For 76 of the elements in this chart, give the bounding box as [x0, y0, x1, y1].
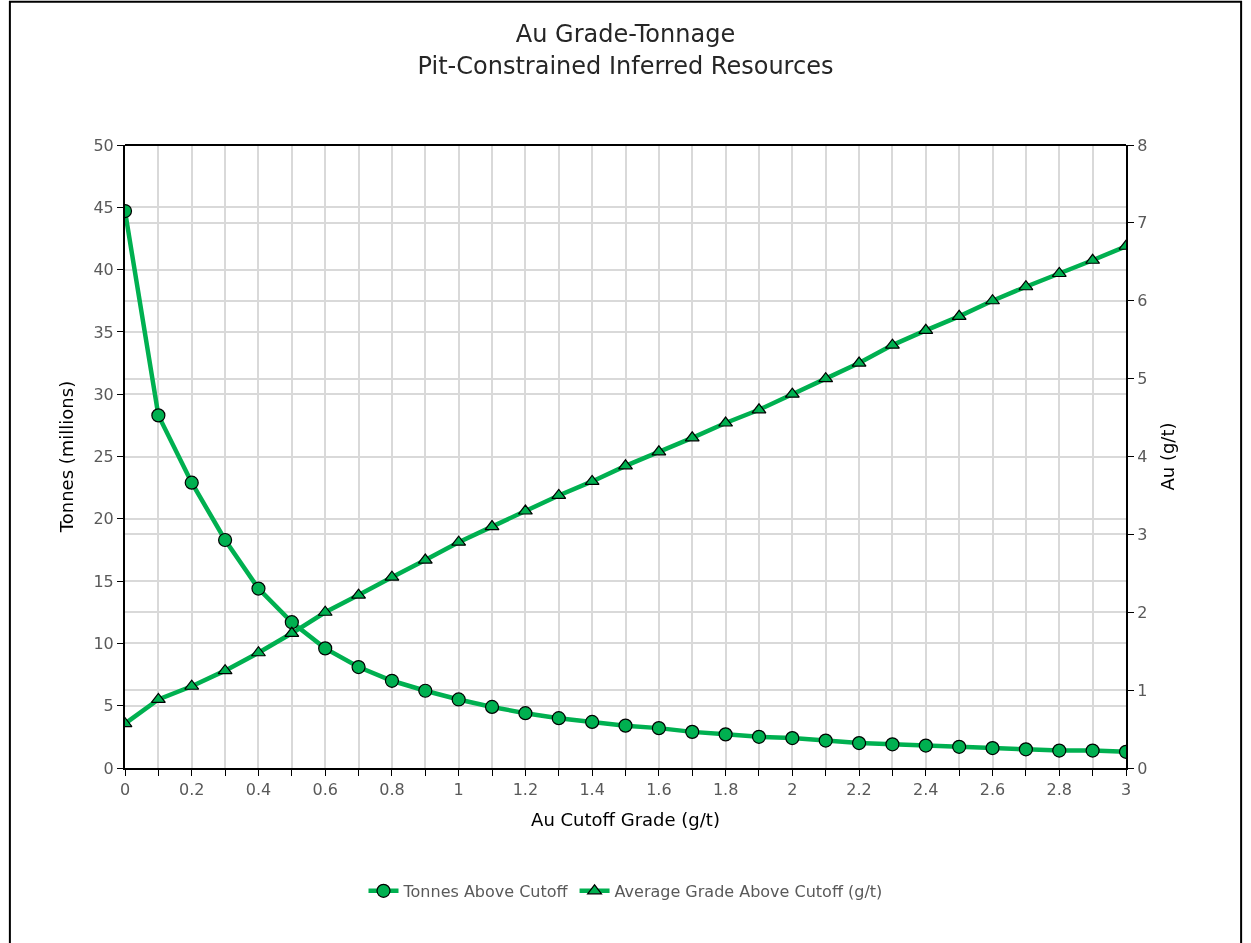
- point: [952, 739, 967, 754]
- y-axis-title: Tonnes (millions): [56, 380, 78, 534]
- point: [551, 711, 566, 726]
- y2-tick-label: 2: [1137, 602, 1148, 622]
- point: [150, 692, 166, 704]
- y2-tick-label: 5: [1137, 369, 1148, 389]
- x-tick-label: 2.8: [1046, 780, 1072, 800]
- x-tick-label: 2.6: [979, 780, 1006, 800]
- point: [1051, 266, 1067, 278]
- point: [918, 738, 933, 753]
- y-tick-label: 30: [93, 384, 114, 404]
- x-tick-label: 1: [453, 780, 464, 800]
- x-tick-label: 2: [787, 780, 798, 800]
- x-tick-label: 1.6: [646, 780, 672, 800]
- point: [785, 731, 800, 746]
- legend-label: Tonnes Above Cutoff: [402, 882, 569, 902]
- x-tick-label: 3: [1120, 780, 1132, 800]
- point: [685, 724, 700, 739]
- y2-tick-label: 0: [1137, 758, 1148, 778]
- y-tick-label: 20: [93, 509, 114, 529]
- x-tick-label: 0.6: [312, 780, 338, 800]
- point: [318, 641, 333, 656]
- y2-tick-label: 8: [1137, 135, 1148, 155]
- point: [651, 721, 666, 736]
- point: [484, 699, 500, 715]
- x-tick-label: 1.2: [512, 780, 539, 800]
- y2-tick-label: 6: [1137, 291, 1148, 311]
- y-tick-label: 25: [93, 447, 114, 467]
- point: [985, 740, 1000, 756]
- x-tick-label: 0.2: [179, 780, 205, 800]
- y-tick-label: 5: [103, 696, 114, 716]
- point: [585, 714, 600, 729]
- point: [1085, 743, 1100, 758]
- y2-tick-label: 1: [1137, 680, 1148, 700]
- y2-tick-label: 4: [1137, 447, 1148, 467]
- x-axis-title: Au Cutoff Grade (g/t): [531, 808, 720, 830]
- y-tick-label: 50: [93, 135, 114, 155]
- x-tick-label: 0.4: [245, 780, 272, 800]
- point: [451, 692, 466, 707]
- x-tick-label: 2.2: [846, 780, 872, 800]
- point: [1018, 742, 1033, 757]
- point: [584, 474, 600, 486]
- point: [851, 735, 867, 751]
- y-tick-label: 0: [103, 758, 114, 778]
- y-tick-label: 45: [93, 197, 114, 217]
- point: [518, 706, 533, 721]
- point: [184, 475, 199, 490]
- point: [418, 683, 433, 698]
- point: [718, 727, 733, 742]
- y-tick-label: 10: [93, 634, 114, 653]
- point: [618, 718, 633, 733]
- point: [351, 659, 366, 675]
- y2-tick-label: 3: [1137, 524, 1148, 544]
- point: [885, 737, 900, 752]
- point: [251, 581, 266, 596]
- y-tick-label: 15: [93, 571, 114, 591]
- x-tick-label: 2.4: [913, 780, 939, 800]
- point: [151, 408, 166, 423]
- x-tick-label: 1.8: [712, 780, 739, 800]
- y2-tick-label: 7: [1137, 213, 1148, 233]
- y-tick-label: 40: [93, 260, 114, 280]
- point: [551, 488, 567, 500]
- x-tick-label: 1.4: [579, 780, 605, 800]
- point: [218, 532, 233, 548]
- y-tick-label: 35: [93, 322, 114, 342]
- legend-label: Average Grade Above Cutoff (g/t): [614, 882, 883, 902]
- point: [284, 615, 299, 630]
- x-tick-label: 0: [119, 780, 131, 800]
- point: [751, 729, 767, 744]
- point: [818, 733, 833, 748]
- y2-axis-title: Au (g/t): [1156, 422, 1178, 491]
- point: [384, 673, 400, 688]
- chart-title: Au Grade-Tonnage Pit-Constrained Inferred Resources: [417, 20, 834, 80]
- point: [1052, 743, 1067, 758]
- point: [484, 519, 500, 531]
- x-tick-label: 0.8: [379, 780, 405, 800]
